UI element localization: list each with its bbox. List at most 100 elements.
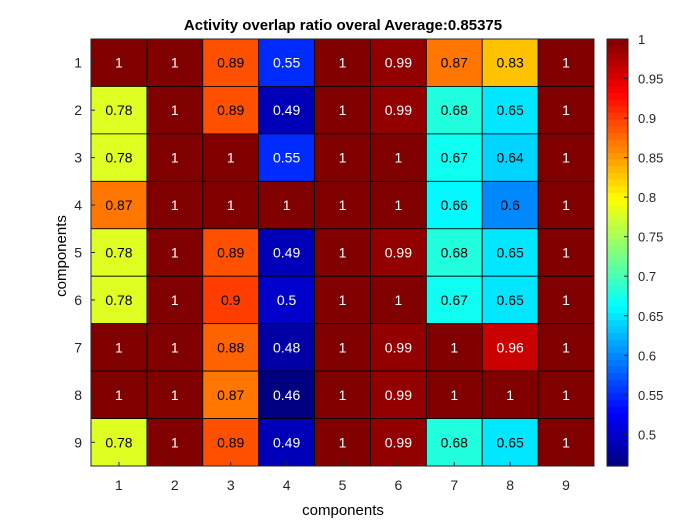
colorbar-segment — [607, 72, 628, 80]
cell-value-label: 0.49 — [273, 102, 300, 118]
cell-value-label: 1 — [562, 197, 570, 213]
cell-value-label: 1 — [562, 55, 570, 71]
heatmap-cell — [258, 228, 315, 277]
cell-value-label: 1 — [562, 102, 570, 118]
cell-value-label: 0.89 — [217, 102, 244, 118]
heatmap-cell — [90, 275, 148, 325]
heatmap-cell — [258, 133, 315, 182]
heatmap-cell — [314, 418, 371, 467]
colorbar-segment — [607, 232, 628, 240]
colorbar-segment — [607, 185, 628, 194]
colorbar-segment — [607, 159, 628, 167]
cell-value-label: 0.78 — [105, 102, 132, 118]
colorbar-segment — [607, 305, 628, 314]
cell-value-label: 0.87 — [105, 197, 132, 213]
cell-value-label: 1 — [450, 339, 458, 355]
cell-value-label: 0.99 — [385, 102, 412, 118]
heatmap-cell — [425, 86, 483, 135]
y-axis-ticks: 1 2 3 4 5 6 7 8 9 — [74, 55, 95, 450]
heatmap-cell — [146, 228, 204, 277]
colorbar-tick-label: 0.65 — [638, 309, 663, 324]
heatmap-cell — [202, 133, 260, 182]
colorbar-segment — [607, 319, 628, 327]
heatmap-cell — [202, 370, 260, 419]
x-tick-label: 5 — [339, 477, 347, 493]
cell-value-label: 0.55 — [273, 150, 300, 166]
cell-value-label: 1 — [115, 55, 123, 71]
heatmap-cell — [481, 275, 539, 325]
colorbar-segment — [607, 272, 628, 280]
heatmap-cell — [90, 180, 148, 230]
heatmap-cell — [537, 180, 595, 230]
colorbar-segment — [607, 385, 628, 394]
colorbar-segment — [607, 225, 628, 234]
heatmap-cell — [90, 38, 148, 87]
colorbar-segment — [607, 359, 628, 367]
heatmap-cell — [537, 275, 595, 325]
heatmap-cell — [314, 370, 371, 419]
heatmap-cell — [258, 180, 315, 230]
colorbar-segment — [607, 119, 628, 127]
colorbar-segment — [607, 59, 628, 67]
colorbar-segment — [607, 239, 628, 247]
cell-value-label: 1 — [562, 387, 570, 403]
colorbar-segment — [607, 199, 628, 207]
cell-value-label: 0.99 — [385, 387, 412, 403]
x-tick-label: 8 — [506, 477, 514, 493]
cell-value-label: 1 — [115, 339, 123, 355]
cell-value-label: 0.64 — [497, 150, 524, 166]
heatmap-cell — [425, 418, 483, 467]
y-tick-label: 3 — [74, 150, 82, 166]
cell-value-label: 1 — [339, 245, 347, 261]
heatmap-cell — [146, 275, 204, 325]
cell-value-label: 1 — [171, 339, 179, 355]
colorbar-segment — [607, 325, 628, 334]
cell-value-label: 1 — [171, 434, 179, 450]
cell-value-label: 1 — [115, 387, 123, 403]
heatmap-cell — [146, 418, 204, 467]
cell-value-label: 0.96 — [497, 339, 524, 355]
colorbar-segment — [607, 265, 628, 274]
heatmap-cell — [425, 133, 483, 182]
heatmap-cell — [370, 275, 427, 325]
heatmap-cell — [425, 323, 483, 372]
colorbar-segment — [607, 399, 628, 407]
colorbar-segment — [607, 339, 628, 347]
cell-value-label: 0.99 — [385, 434, 412, 450]
chart-title: Activity overlap ratio overal Average:0.… — [184, 17, 502, 34]
cell-value-label: 1 — [171, 150, 179, 166]
cell-value-label: 1 — [339, 292, 347, 308]
colorbar-segment — [607, 92, 628, 100]
heatmap-cell — [202, 86, 260, 135]
colorbar-tick-label: 0.6 — [638, 348, 656, 363]
cell-value-label: 0.99 — [385, 55, 412, 71]
heatmap-cell — [537, 370, 595, 419]
cell-value-label: 0.55 — [273, 55, 300, 71]
cell-value-label: 1 — [171, 102, 179, 118]
colorbar-segment — [607, 85, 628, 93]
cell-value-label: 1 — [171, 55, 179, 71]
colorbar-tick-label: 0.95 — [638, 72, 663, 87]
colorbar-segment — [607, 279, 628, 287]
cell-value-label: 0.78 — [105, 245, 132, 261]
colorbar-segment — [607, 172, 628, 180]
colorbar-segment — [607, 205, 628, 214]
heatmap-cells: 1 1 0.89 0.55 1 0.99 0.87 0.83 1 0.78 1 0.89 0.49 1 0.… — [90, 38, 595, 467]
colorbar-segment — [607, 299, 628, 307]
cell-value-label: 0.68 — [441, 102, 468, 118]
heatmap-cell — [537, 133, 595, 182]
cell-value-label: 1 — [506, 387, 514, 403]
colorbar-segment — [607, 372, 628, 380]
colorbar-segment — [607, 65, 628, 73]
y-tick-label: 7 — [74, 339, 82, 355]
y-axis-label: components — [53, 215, 70, 297]
colorbar-segment — [607, 99, 628, 107]
heatmap-cell — [90, 418, 148, 467]
colorbar-tick-label: 0.55 — [638, 388, 663, 403]
colorbar-segment — [607, 79, 628, 87]
cell-value-label: 1 — [339, 55, 347, 71]
colorbar-segment — [607, 139, 628, 147]
y-tick-label: 4 — [74, 197, 82, 213]
cell-value-label: 1 — [450, 387, 458, 403]
